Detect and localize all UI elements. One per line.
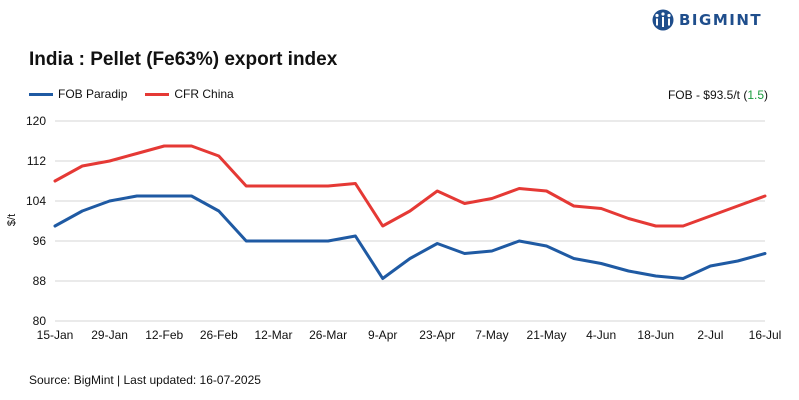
x-tick-label: 15-Jan [37, 328, 74, 342]
y-tick-label: 80 [33, 314, 47, 328]
x-tick-label: 4-Jun [586, 328, 616, 342]
series-lines [53, 144, 767, 280]
bigmint-logo: BIGMINT [652, 9, 762, 31]
y-tick-label: 96 [33, 234, 47, 248]
x-tick-label: 12-Feb [145, 328, 183, 342]
price-summary: FOB - $93.5/t (1.5) [668, 88, 768, 102]
x-tick-label: 23-Apr [419, 328, 455, 342]
y-axis-label: $/t [6, 214, 18, 226]
y-tick-label: 88 [33, 274, 47, 288]
legend-label-fob: FOB Paradip [58, 87, 128, 101]
x-tick-label: 7-May [475, 328, 508, 342]
x-tick-label: 26-Mar [309, 328, 347, 342]
series-line-cfr-china [53, 144, 767, 228]
price-summary-prefix: FOB - $93.5/t ( [667, 88, 748, 102]
y-tick-label: 112 [27, 154, 46, 168]
x-tick-label: 18-Jun [637, 328, 674, 342]
legend-swatch-cfr [145, 92, 170, 96]
x-tick-label: 9-Apr [368, 328, 397, 342]
series-line-fob-paradip [53, 194, 767, 280]
x-tick-label: 21-May [527, 328, 567, 342]
x-tick-label: 29-Jan [91, 328, 128, 342]
legend-label-cfr: CFR China [174, 87, 234, 101]
x-tick-label: 16-Jul [749, 328, 782, 342]
x-tick-label: 2-Jul [697, 328, 723, 342]
grid-lines [55, 120, 765, 322]
x-tick-label: 12-Mar [254, 328, 292, 342]
x-tick-label: 26-Feb [200, 328, 238, 342]
brand-name: BIGMINT [679, 11, 763, 29]
y-tick-label: 120 [26, 114, 46, 128]
source-note: Source: BigMint | Last updated: 16-07-20… [29, 373, 261, 387]
legend-item-fob: FOB Paradip [29, 87, 127, 101]
price-summary-suffix: ) [764, 88, 768, 102]
legend: FOB Paradip CFR China [29, 87, 252, 101]
x-tick-labels: 15-Jan 29-Jan 12-Feb 26-Feb 12-Mar 26-Mar 9-Ap… [37, 328, 782, 342]
y-tick-label: 104 [26, 194, 46, 208]
price-change: 1.5 [747, 88, 764, 102]
chart-title: India : Pellet (Fe63%) export index [29, 49, 338, 70]
legend-swatch-fob [29, 92, 53, 96]
bigmint-logo-icon [652, 9, 674, 31]
y-tick-labels: 80 88 96 104 112 120 [26, 114, 46, 328]
legend-item-cfr: CFR China [145, 87, 234, 101]
